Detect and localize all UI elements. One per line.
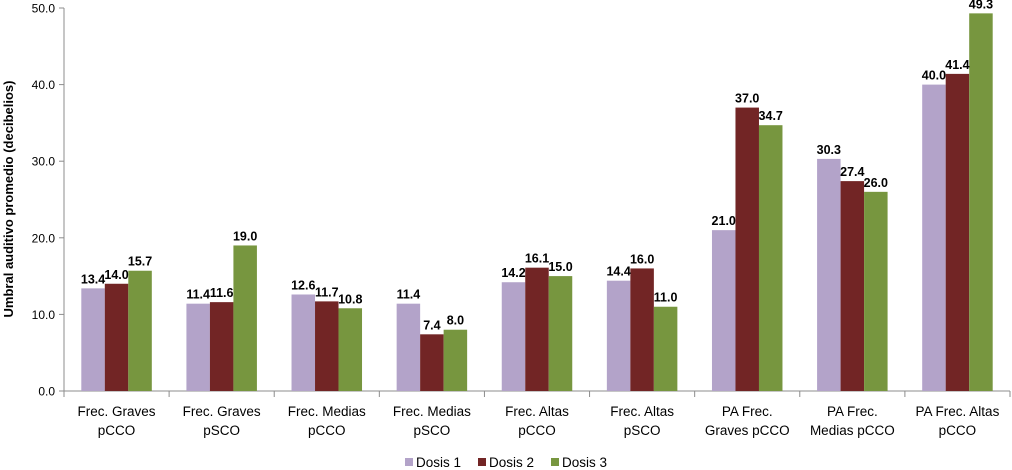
bar	[969, 13, 993, 392]
data-label: 11.6	[210, 286, 234, 300]
bar	[630, 268, 654, 391]
data-label: 34.7	[759, 109, 783, 123]
y-tick-label: 40.0	[32, 78, 56, 92]
bar	[315, 301, 339, 391]
bar	[548, 276, 573, 391]
data-label: 11.4	[186, 288, 210, 302]
data-label: 40.0	[922, 69, 946, 83]
x-category-label: Frec. Medias	[393, 404, 471, 419]
y-tick-label: 20.0	[32, 231, 56, 245]
data-label: 13.4	[81, 272, 105, 286]
data-label: 30.3	[817, 143, 841, 157]
bar	[501, 282, 526, 391]
data-label: 41.4	[945, 58, 969, 72]
data-label: 14.4	[606, 265, 630, 279]
bar	[711, 230, 736, 391]
data-label: 37.0	[735, 92, 759, 106]
x-category-label: pCCO	[98, 423, 136, 438]
bar	[291, 294, 316, 391]
x-category-label: Frec. Graves	[78, 404, 156, 419]
data-label: 12.6	[291, 278, 315, 292]
x-category-label: PA Frec.	[827, 404, 878, 419]
bar	[840, 181, 865, 391]
x-category-label: Graves pCCO	[705, 423, 790, 438]
data-label: 26.0	[864, 176, 888, 190]
data-label: 14.0	[104, 268, 128, 282]
legend-swatch	[478, 458, 486, 466]
data-label: 49.3	[969, 0, 993, 11]
y-tick-label: 0.0	[38, 385, 55, 399]
bar	[864, 191, 888, 391]
data-label: 11.0	[654, 291, 678, 305]
legend-swatch	[551, 458, 559, 466]
x-category-label: pSCO	[203, 423, 240, 438]
y-axis-label: Umbral auditivo promedio (decibelios)	[1, 81, 16, 318]
data-label: 11.7	[315, 285, 339, 299]
bar	[922, 84, 946, 391]
data-label: 8.0	[447, 314, 464, 328]
legend-label: Dosis 1	[416, 455, 461, 470]
data-label: 21.0	[712, 214, 736, 228]
bar	[758, 125, 783, 391]
bar	[653, 306, 678, 391]
bar	[81, 288, 105, 391]
bar	[104, 283, 129, 391]
x-category-label: Frec. Graves	[183, 404, 261, 419]
x-category-label: pCCO	[308, 423, 346, 438]
x-category-label: PA Frec.	[722, 404, 773, 419]
x-category-label: pCCO	[518, 423, 556, 438]
bar	[945, 73, 970, 391]
bar	[186, 303, 210, 391]
bar	[443, 329, 468, 391]
bar	[338, 308, 363, 391]
legend: Dosis 1 Dosis 2 Dosis 3	[405, 455, 607, 470]
data-label: 7.4	[423, 318, 440, 332]
x-category-label: pSCO	[414, 423, 451, 438]
x-category-label: pCCO	[939, 423, 977, 438]
x-category-label: Frec. Altas	[505, 404, 569, 419]
x-category-label: Frec. Altas	[610, 404, 674, 419]
x-category-label: PA Frec. Altas	[916, 404, 1000, 419]
bar	[525, 267, 549, 391]
bar	[396, 303, 421, 391]
bar	[735, 107, 759, 391]
data-label: 15.7	[128, 255, 152, 269]
bar	[233, 245, 257, 391]
data-label: 14.2	[501, 266, 525, 280]
data-label: 11.4	[397, 288, 421, 302]
data-label: 15.0	[548, 260, 572, 274]
bar	[128, 270, 152, 391]
data-label: 27.4	[840, 165, 864, 179]
legend-swatch	[405, 458, 413, 466]
y-tick-label: 50.0	[32, 2, 56, 16]
data-label: 19.0	[233, 229, 257, 243]
y-tick-label: 10.0	[32, 308, 56, 322]
data-label: 16.1	[525, 252, 549, 266]
bar	[606, 280, 631, 391]
x-category-label: Frec. Medias	[288, 404, 366, 419]
data-label: 16.0	[630, 252, 654, 266]
bar	[817, 158, 841, 391]
x-category-label: pSCO	[624, 423, 661, 438]
legend-label: Dosis 2	[489, 455, 534, 470]
bar	[209, 302, 234, 391]
x-category-label: Medias pCCO	[810, 423, 895, 438]
legend-label: Dosis 3	[562, 455, 607, 470]
y-tick-label: 30.0	[32, 155, 56, 169]
bar	[420, 334, 444, 391]
data-label: 10.8	[338, 292, 362, 306]
